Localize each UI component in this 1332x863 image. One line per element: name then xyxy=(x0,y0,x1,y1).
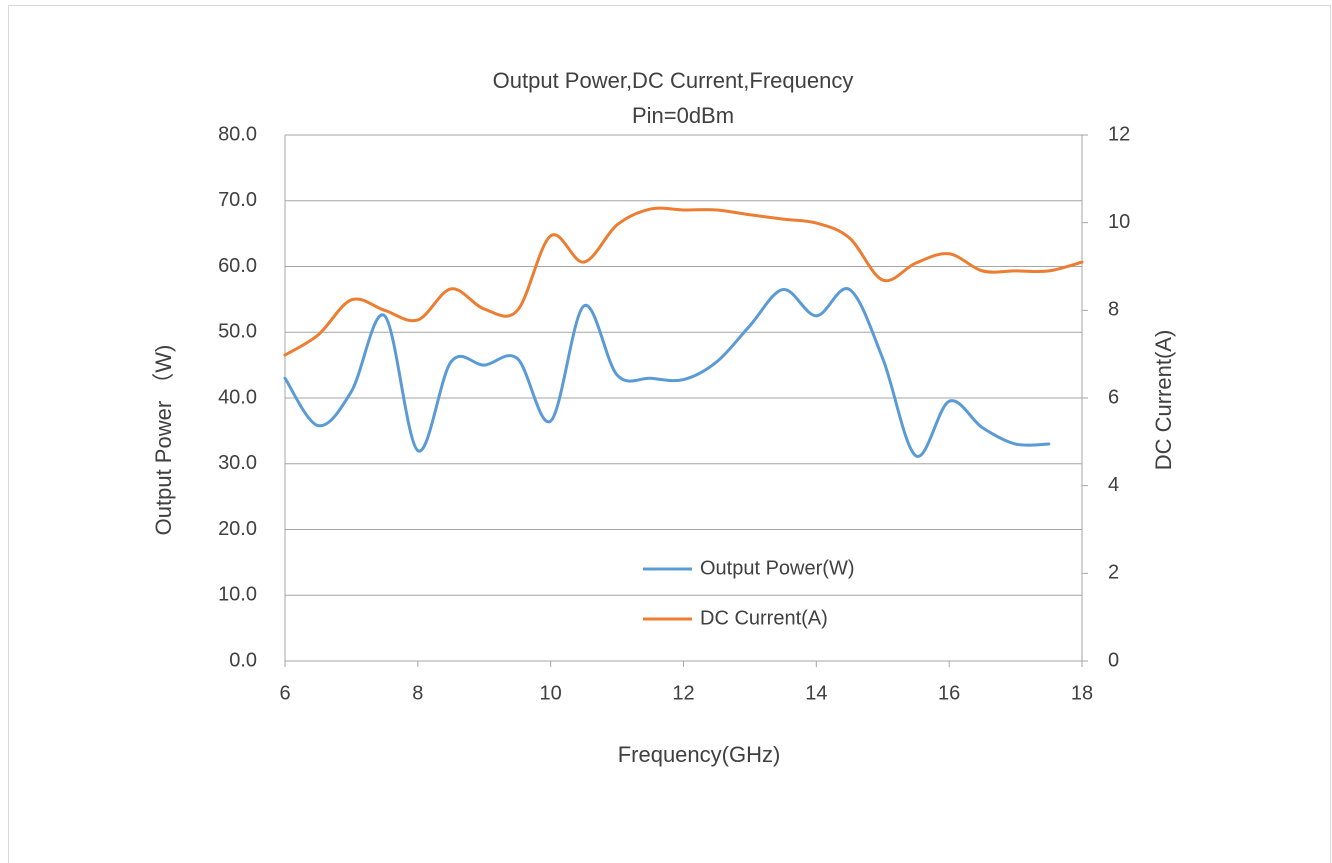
y-tick-label: 20.0 xyxy=(218,518,257,540)
x-axis-label: Frequency(GHz) xyxy=(618,742,781,767)
legend-label: Output Power(W) xyxy=(700,557,854,579)
x-tick-label: 14 xyxy=(805,682,827,704)
x-tick-label: 18 xyxy=(1071,682,1093,704)
y-tick-label: 50.0 xyxy=(218,321,257,343)
y-tick-label: 70.0 xyxy=(218,189,257,211)
y2-tick-label: 4 xyxy=(1108,474,1119,496)
y-tick-label: 30.0 xyxy=(218,452,257,474)
y2-tick-label: 12 xyxy=(1108,123,1130,145)
y-tick-label: 0.0 xyxy=(229,649,257,671)
x-tick-label: 12 xyxy=(672,682,694,704)
y2-tick-label: 6 xyxy=(1108,386,1119,408)
y2-axis-label: DC Current(A) xyxy=(1151,330,1176,471)
series-line xyxy=(283,287,1051,458)
y2-tick-label: 2 xyxy=(1108,562,1119,584)
x-tick-label: 10 xyxy=(540,682,562,704)
y-tick-label: 60.0 xyxy=(218,255,257,277)
y2-tick-label: 10 xyxy=(1108,211,1130,233)
chart-subtitle: Pin=0dBm xyxy=(632,103,734,128)
x-tick-label: 16 xyxy=(938,682,960,704)
chart-title: Output Power,DC Current,Frequency xyxy=(493,68,854,93)
chart-frame xyxy=(8,5,1331,863)
x-tick-label: 6 xyxy=(279,682,290,704)
y-tick-label: 10.0 xyxy=(218,584,257,606)
y-axis-label: Output Power （W) xyxy=(151,345,176,536)
y2-tick-label: 8 xyxy=(1108,299,1119,321)
legend-label: DC Current(A) xyxy=(700,607,828,629)
series-line xyxy=(283,206,1084,357)
y-tick-label: 40.0 xyxy=(218,386,257,408)
y2-tick-label: 0 xyxy=(1108,649,1119,671)
x-tick-label: 8 xyxy=(412,682,423,704)
y-tick-label: 80.0 xyxy=(218,123,257,145)
